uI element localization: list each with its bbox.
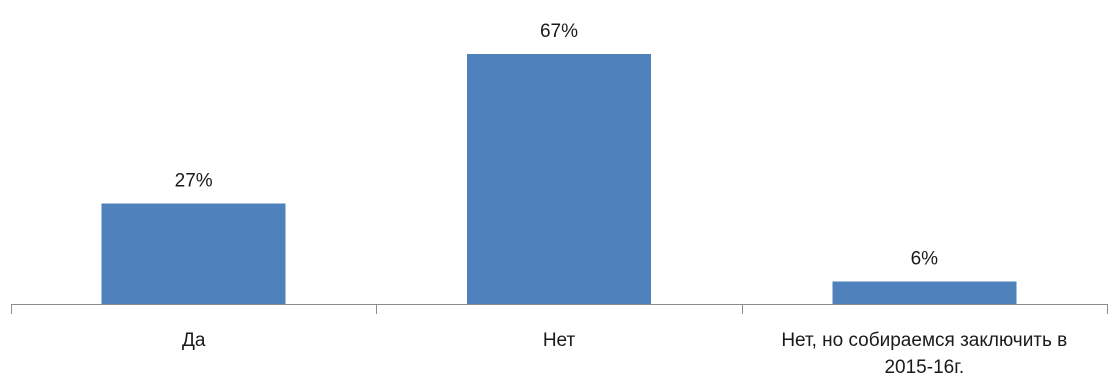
bar-2: [467, 54, 651, 304]
bar-3: [832, 281, 1017, 304]
data-label-1: 27%: [175, 170, 213, 191]
data-label-2: 67%: [540, 21, 578, 42]
data-label-3: 6%: [911, 249, 939, 270]
x-tick-labels: Да Нет Нет, но собираемся заключить в 2015-…: [182, 330, 1067, 378]
x-tick-label-3: Нет, но собираемся заключить в 2015-16г.: [781, 330, 1067, 378]
data-labels-layer: 27% 67% 6%: [175, 21, 938, 270]
x-tick-label-1: Да: [182, 330, 206, 351]
bars-layer: [101, 54, 1017, 304]
x-tick-label-2: Нет: [543, 330, 576, 351]
bar-1: [101, 203, 286, 304]
x-axis: [11, 304, 1108, 314]
